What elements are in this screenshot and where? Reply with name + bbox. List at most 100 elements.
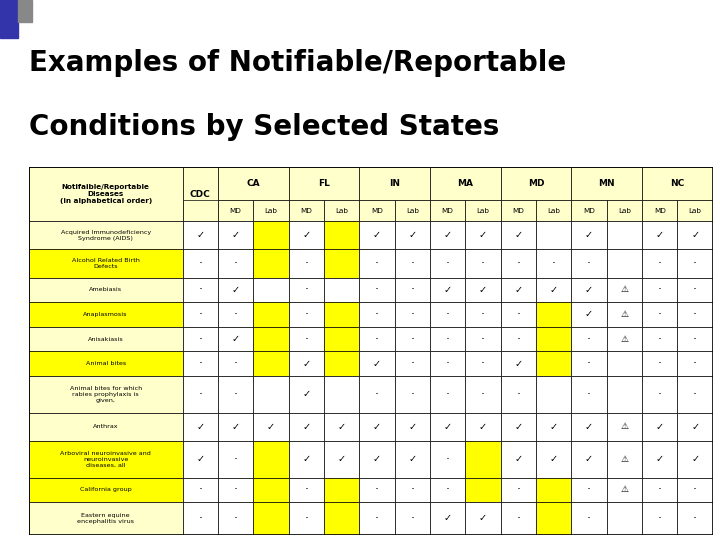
Bar [289,249,324,278]
Bar [395,502,430,535]
Bar [465,477,500,502]
Text: ·: · [658,483,662,496]
Bar [678,352,713,376]
Text: ·: · [587,357,591,370]
Text: ·: · [233,483,238,496]
Bar [536,502,572,535]
Text: ·: · [198,284,202,296]
Bar [465,221,500,249]
Bar [572,376,607,413]
Text: ✓: ✓ [338,454,346,464]
Bar [572,167,642,200]
Text: ·: · [658,333,662,346]
Text: ·: · [233,453,238,465]
Bar [430,221,465,249]
Bar [218,167,289,200]
Bar [253,376,289,413]
Text: ·: · [658,357,662,370]
Text: ✓: ✓ [231,422,240,432]
Text: ⚠: ⚠ [621,310,629,319]
Text: ·: · [552,257,556,270]
Bar [359,441,395,477]
Text: ·: · [410,333,414,346]
Text: ✓: ✓ [444,422,451,432]
Text: ✓: ✓ [196,454,204,464]
Bar [359,278,395,302]
Bar [324,249,359,278]
Text: ·: · [516,257,521,270]
Text: MD: MD [513,207,524,214]
Bar [607,249,642,278]
Bar [536,278,572,302]
Bar [289,200,324,221]
Text: ✓: ✓ [514,454,523,464]
Bar [430,249,465,278]
Bar [182,327,218,352]
Bar [430,200,465,221]
Text: ·: · [198,512,202,525]
Text: Amebiasis: Amebiasis [89,287,122,292]
Bar [395,302,430,327]
Text: ·: · [516,483,521,496]
Text: ·: · [587,483,591,496]
Bar [500,441,536,477]
Text: ✓: ✓ [656,454,664,464]
Text: ·: · [375,333,379,346]
Text: ·: · [233,257,238,270]
Bar [536,441,572,477]
Bar [289,376,324,413]
Bar [572,221,607,249]
Bar [642,302,678,327]
Bar [465,352,500,376]
Text: ·: · [587,333,591,346]
Text: MD: MD [371,207,383,214]
Text: ·: · [446,257,450,270]
Text: Lab: Lab [406,207,419,214]
Bar [642,441,678,477]
Bar [642,502,678,535]
Bar [182,477,218,502]
Bar [359,376,395,413]
Bar [289,413,324,441]
Bar [218,302,253,327]
Text: ✓: ✓ [656,231,664,240]
Bar [642,200,678,221]
Bar [253,249,289,278]
Bar [642,477,678,502]
Bar [395,441,430,477]
Bar [395,278,430,302]
Bar [572,200,607,221]
Bar [536,221,572,249]
Bar [642,327,678,352]
Text: ·: · [410,512,414,525]
Bar [465,249,500,278]
Bar [359,302,395,327]
Text: Lab: Lab [264,207,277,214]
Bar [289,327,324,352]
Text: Animal bites: Animal bites [86,361,126,366]
Bar [182,376,218,413]
Bar [607,200,642,221]
Text: MD: MD [230,207,241,214]
Bar [500,221,536,249]
Text: IN: IN [389,179,400,188]
Bar [607,302,642,327]
Text: ✓: ✓ [479,285,487,295]
Bar [395,327,430,352]
Bar [607,352,642,376]
Text: ·: · [516,512,521,525]
Text: ✓: ✓ [479,231,487,240]
Bar [572,502,607,535]
Bar [182,221,218,249]
Text: ·: · [375,512,379,525]
Bar [182,502,218,535]
Bar [642,413,678,441]
Bar [29,302,182,327]
Bar [289,278,324,302]
Text: CA: CA [246,179,260,188]
Bar [324,477,359,502]
Bar [218,413,253,441]
Text: MD: MD [583,207,595,214]
Text: ✓: ✓ [302,359,310,369]
Text: ✓: ✓ [514,422,523,432]
